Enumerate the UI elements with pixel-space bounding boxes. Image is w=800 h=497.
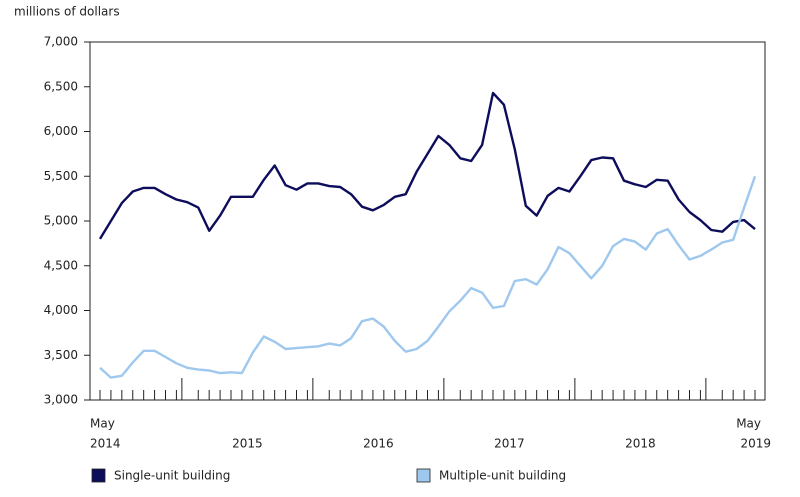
y-tick-label: 4,500 (44, 258, 78, 272)
legend-label: Single-unit building (114, 469, 230, 483)
x-tick-label: May (90, 417, 115, 431)
x-year-label: 2018 (625, 437, 656, 451)
x-year-label: 2014 (90, 437, 121, 451)
x-year-label: 2019 (740, 437, 771, 451)
x-tick-label: May (736, 417, 761, 431)
y-tick-label: 5,500 (44, 169, 78, 183)
plot-frame (89, 41, 766, 401)
y-tick-label: 6,000 (44, 124, 78, 138)
y-tick-label: 5,000 (44, 214, 78, 228)
x-year-label: 2017 (494, 437, 525, 451)
x-year-label: 2015 (232, 437, 263, 451)
legend-swatch (416, 468, 431, 483)
x-year-label: 2016 (363, 437, 394, 451)
line-series (98, 91, 756, 240)
y-tick-label: 3,000 (44, 393, 78, 407)
y-tick-label: 6,500 (44, 79, 78, 93)
y-tick-label: 3,500 (44, 348, 78, 362)
y-tick-label: 4,000 (44, 303, 78, 317)
line-series (99, 175, 757, 379)
y-axis-label: millions of dollars (14, 5, 120, 19)
y-tick-label: 7,000 (44, 35, 78, 49)
legend-label: Multiple-unit building (439, 469, 566, 483)
legend-swatch (91, 468, 106, 483)
